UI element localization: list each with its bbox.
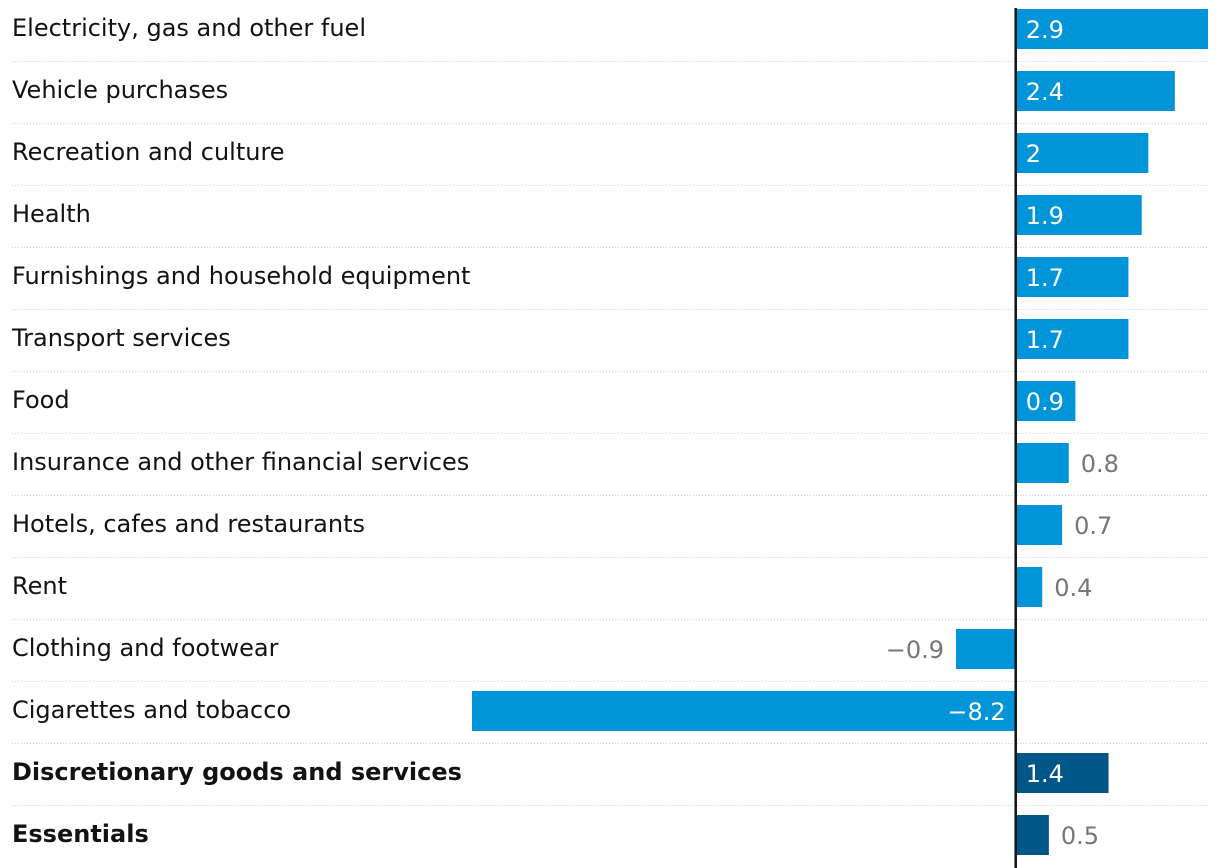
category-label: Insurance and other financial services <box>12 448 469 476</box>
bar <box>1015 505 1063 545</box>
value-label: 2 <box>1026 140 1041 168</box>
bar <box>1015 753 1109 793</box>
category-label: Discretionary goods and services <box>12 758 462 786</box>
value-label: 1.9 <box>1026 202 1064 230</box>
value-label: 0.5 <box>1061 822 1099 850</box>
category-label: Hotels, cafes and restaurants <box>12 510 365 538</box>
bar <box>1015 815 1049 855</box>
category-label: Clothing and footwear <box>12 634 279 662</box>
bar <box>1015 257 1129 297</box>
bar <box>1015 71 1175 111</box>
value-label: 0.9 <box>1026 388 1064 416</box>
bar <box>1015 195 1142 235</box>
bar <box>472 691 1016 731</box>
category-label: Essentials <box>12 820 149 848</box>
value-label: 0.8 <box>1081 450 1119 478</box>
category-label: Recreation and culture <box>12 138 285 166</box>
bar <box>1015 443 1069 483</box>
bar <box>1015 381 1076 421</box>
bar <box>1015 133 1149 173</box>
category-label: Transport services <box>11 324 231 352</box>
value-label: 0.4 <box>1054 574 1092 602</box>
bar <box>1015 9 1208 49</box>
category-label: Furnishings and household equipment <box>12 262 470 290</box>
bar <box>956 629 1016 669</box>
value-label: 1.4 <box>1026 760 1064 788</box>
category-label: Vehicle purchases <box>12 76 228 104</box>
value-label: 0.7 <box>1074 512 1112 540</box>
category-label: Cigarettes and tobacco <box>12 696 291 724</box>
category-label: Health <box>12 200 91 228</box>
category-label: Electricity, gas and other fuel <box>12 14 366 42</box>
value-label: −8.2 <box>947 698 1005 726</box>
category-label: Food <box>12 386 70 414</box>
value-label: 2.4 <box>1026 78 1064 106</box>
value-label: 1.7 <box>1026 326 1064 354</box>
value-label: −0.9 <box>886 636 944 664</box>
value-label: 2.9 <box>1026 16 1064 44</box>
category-label: Rent <box>12 572 67 600</box>
bar <box>1015 567 1043 607</box>
value-label: 1.7 <box>1026 264 1064 292</box>
bar <box>1015 319 1129 359</box>
